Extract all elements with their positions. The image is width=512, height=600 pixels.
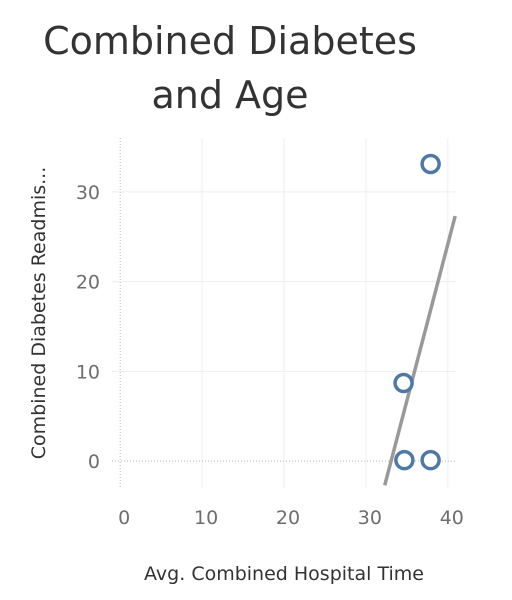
chart-title-line-1: Combined Diabetes xyxy=(43,19,417,63)
y-axis-title: Combined Diabetes Readmis... xyxy=(28,167,50,460)
chart-title: Combined Diabetes and Age xyxy=(0,14,460,122)
axes xyxy=(112,138,456,488)
x-tick-label-30: 30 xyxy=(358,507,382,529)
data-point-3 xyxy=(420,449,441,471)
y-tick-label-10: 10 xyxy=(76,361,100,383)
tick-labels: 0 10 20 30 40 0 10 20 30 xyxy=(76,182,464,529)
data-point-2 xyxy=(394,449,415,471)
points-layer xyxy=(393,153,441,471)
y-tick-label-20: 20 xyxy=(76,272,100,294)
x-tick-label-0: 0 xyxy=(118,507,130,529)
trend-line xyxy=(383,215,457,486)
data-point-1 xyxy=(393,372,414,394)
x-axis-title: Avg. Combined Hospital Time xyxy=(144,563,424,585)
y-tick-label-0: 0 xyxy=(88,451,100,473)
chart-title-line-2: and Age xyxy=(151,73,309,117)
x-tick-label-40: 40 xyxy=(440,507,464,529)
grid xyxy=(112,138,456,488)
y-tick-label-30: 30 xyxy=(76,182,100,204)
data-point-0 xyxy=(420,153,441,175)
x-tick-label-20: 20 xyxy=(276,507,300,529)
trend-line-layer xyxy=(383,215,457,486)
x-tick-label-10: 10 xyxy=(194,507,218,529)
